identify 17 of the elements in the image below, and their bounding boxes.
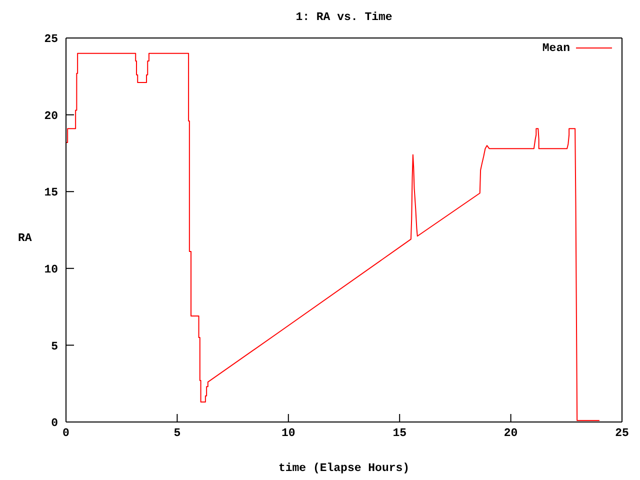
x-tick-label: 25 <box>615 427 629 440</box>
chart-title: 1: RA vs. Time <box>294 10 394 26</box>
y-tick-label: 0 <box>51 417 58 430</box>
x-tick-label: 20 <box>504 427 518 440</box>
legend-label: Mean <box>542 42 570 54</box>
y-tick-label: 20 <box>44 110 58 123</box>
x-tick-label: 15 <box>392 427 407 440</box>
y-tick-label: 5 <box>51 340 58 354</box>
y-tick-label: 25 <box>44 33 58 46</box>
x-axis-title: time (Elapse Hours) <box>277 461 411 477</box>
line-series <box>66 52 600 421</box>
x-tick-label: 0 <box>62 427 70 440</box>
y-tick-label: 10 <box>44 263 58 276</box>
y-tick-label: 15 <box>44 186 58 200</box>
x-tick-label: 5 <box>174 427 181 440</box>
y-axis-title: RA <box>18 231 32 247</box>
x-tick-label: 10 <box>281 427 296 440</box>
